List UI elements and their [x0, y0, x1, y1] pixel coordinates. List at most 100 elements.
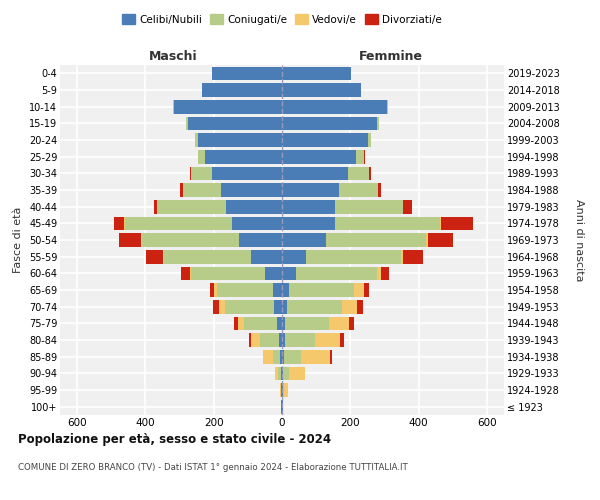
Bar — [260, 333, 278, 347]
Bar — [377, 266, 381, 280]
Bar — [403, 200, 412, 213]
Bar — [183, 183, 221, 197]
Bar — [349, 316, 354, 330]
Bar — [124, 216, 125, 230]
Bar — [326, 233, 426, 247]
Bar — [282, 266, 296, 280]
Bar — [202, 83, 282, 97]
Bar — [282, 283, 289, 297]
Bar — [440, 216, 441, 230]
Bar — [251, 333, 260, 347]
Bar — [306, 250, 401, 264]
Bar — [281, 400, 282, 413]
Bar — [340, 333, 344, 347]
Bar — [315, 333, 340, 347]
Bar — [119, 233, 141, 247]
Text: Popolazione per età, sesso e stato civile - 2024: Popolazione per età, sesso e stato civil… — [18, 432, 331, 446]
Bar — [289, 283, 355, 297]
Bar — [428, 233, 454, 247]
Bar — [157, 200, 226, 213]
Bar — [282, 333, 285, 347]
Bar — [225, 300, 274, 314]
Bar — [239, 233, 282, 247]
Bar — [343, 300, 357, 314]
Bar — [274, 300, 282, 314]
Bar — [287, 300, 343, 314]
Bar — [282, 83, 361, 97]
Bar — [357, 300, 363, 314]
Bar — [187, 116, 188, 130]
Bar — [284, 383, 289, 397]
Bar — [146, 250, 163, 264]
Bar — [212, 166, 282, 180]
Bar — [214, 283, 217, 297]
Bar — [282, 183, 340, 197]
Bar — [283, 383, 284, 397]
Bar — [335, 200, 403, 213]
Bar — [282, 383, 283, 397]
Bar — [180, 183, 182, 197]
Bar — [340, 183, 377, 197]
Bar — [199, 150, 205, 164]
Bar — [205, 150, 282, 164]
Bar — [296, 266, 377, 280]
Bar — [282, 216, 335, 230]
Bar — [285, 333, 315, 347]
Bar — [278, 366, 281, 380]
Bar — [226, 200, 282, 213]
Bar — [173, 100, 175, 114]
Bar — [329, 316, 349, 330]
Bar — [301, 350, 331, 364]
Bar — [251, 250, 282, 264]
Bar — [387, 100, 388, 114]
Bar — [282, 300, 287, 314]
Bar — [221, 183, 282, 197]
Bar — [378, 183, 382, 197]
Bar — [163, 250, 164, 264]
Bar — [263, 350, 274, 364]
Bar — [278, 333, 282, 347]
Bar — [282, 366, 283, 380]
Bar — [355, 283, 364, 297]
Bar — [282, 250, 306, 264]
Bar — [175, 100, 282, 114]
Bar — [265, 266, 282, 280]
Bar — [282, 400, 283, 413]
Bar — [282, 316, 286, 330]
Bar — [141, 233, 142, 247]
Bar — [232, 216, 282, 230]
Bar — [284, 350, 301, 364]
Bar — [154, 200, 157, 213]
Bar — [282, 233, 326, 247]
Bar — [277, 316, 282, 330]
Bar — [199, 133, 282, 147]
Bar — [238, 316, 244, 330]
Bar — [190, 166, 191, 180]
Bar — [281, 366, 282, 380]
Bar — [191, 166, 212, 180]
Bar — [364, 150, 365, 164]
Bar — [403, 250, 423, 264]
Bar — [282, 150, 356, 164]
Bar — [195, 133, 199, 147]
Bar — [289, 366, 305, 380]
Bar — [280, 350, 282, 364]
Bar — [197, 150, 199, 164]
Bar — [331, 350, 332, 364]
Bar — [125, 216, 232, 230]
Bar — [248, 333, 251, 347]
Bar — [282, 116, 377, 130]
Text: Femmine: Femmine — [359, 50, 423, 64]
Bar — [282, 166, 347, 180]
Bar — [234, 316, 238, 330]
Bar — [381, 266, 389, 280]
Bar — [369, 166, 371, 180]
Bar — [335, 216, 440, 230]
Bar — [281, 383, 282, 397]
Bar — [142, 233, 239, 247]
Bar — [212, 66, 282, 80]
Bar — [114, 216, 124, 230]
Bar — [275, 366, 278, 380]
Bar — [368, 133, 371, 147]
Bar — [283, 366, 289, 380]
